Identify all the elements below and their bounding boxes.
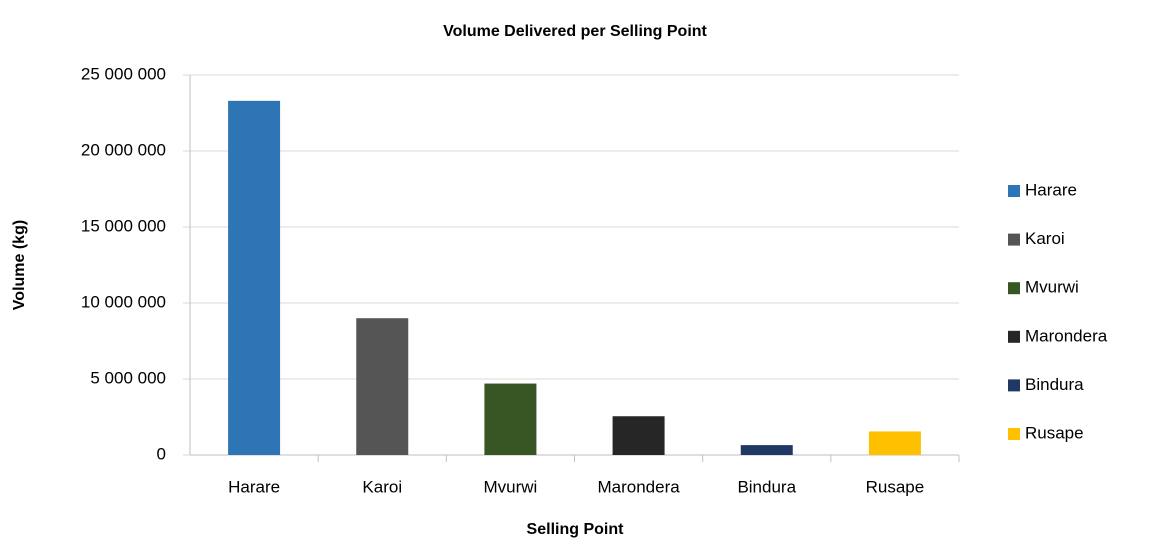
legend-swatch xyxy=(1008,282,1020,295)
bar xyxy=(228,100,281,455)
x-tick-label: Marondera xyxy=(597,477,680,496)
legend-label: Harare xyxy=(1025,180,1077,199)
bar xyxy=(612,416,665,455)
legend-swatch xyxy=(1008,330,1020,343)
x-tick-label: Rusape xyxy=(866,477,925,496)
y-tick-label: 25 000 000 xyxy=(81,64,166,83)
legend-label: Bindura xyxy=(1025,375,1084,394)
legend-swatch xyxy=(1008,233,1020,246)
bar xyxy=(740,445,793,455)
legend-label: Marondera xyxy=(1025,326,1108,345)
y-tick-label: 5 000 000 xyxy=(90,368,166,387)
x-tick-label: Karoi xyxy=(362,477,402,496)
bar xyxy=(868,431,921,455)
y-tick-label: 10 000 000 xyxy=(81,292,166,311)
bar xyxy=(356,318,409,455)
bar xyxy=(484,383,537,455)
x-tick-label: Bindura xyxy=(737,477,796,496)
y-tick-label: 15 000 000 xyxy=(81,216,166,235)
y-axis-title: Volume (kg) xyxy=(11,220,28,310)
x-axis-title: Selling Point xyxy=(527,521,625,538)
legend-swatch xyxy=(1008,185,1020,197)
x-tick-label: Harare xyxy=(228,477,280,496)
legend-swatch xyxy=(1008,428,1020,440)
legend-label: Mvurwi xyxy=(1025,278,1079,297)
y-tick-label: 20 000 000 xyxy=(81,140,166,159)
chart-title: Volume Delivered per Selling Point xyxy=(443,23,707,40)
y-tick-label: 0 xyxy=(157,444,166,463)
legend-swatch xyxy=(1008,379,1020,392)
legend-label: Karoi xyxy=(1025,229,1065,248)
legend-label: Rusape xyxy=(1025,423,1084,442)
x-tick-label: Mvurwi xyxy=(483,477,537,496)
